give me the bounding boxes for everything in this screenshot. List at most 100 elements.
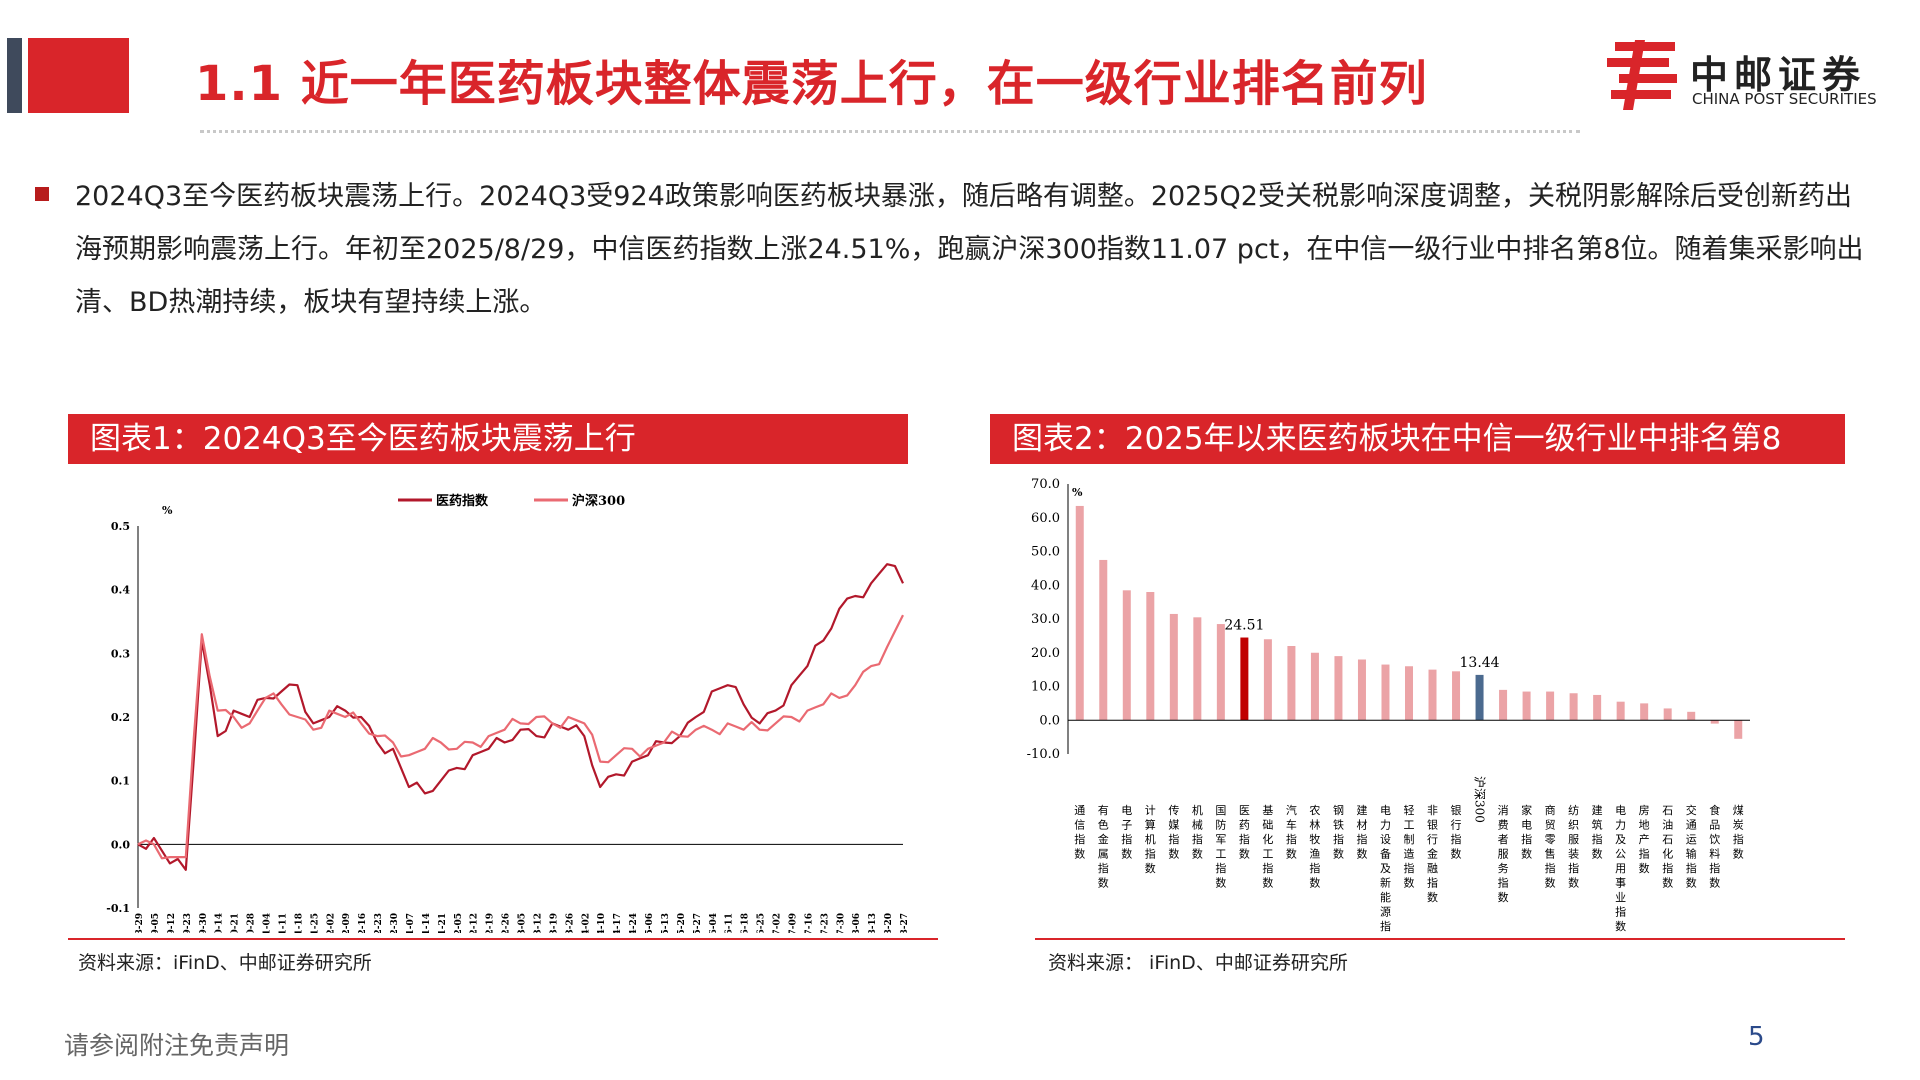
x-category-label: 银行指数 (1451, 803, 1462, 861)
y-tick-label: 50.0 (1031, 545, 1060, 560)
y-tick-label: 10.0 (1031, 680, 1060, 695)
x-category-label: 国防军工指数 (1215, 804, 1226, 890)
figure1-line-chart: 0.5 0.4 0.3 0.2 0.1 0.0 -0.1% 2024-08-29 2024-09… (106, 493, 910, 933)
y-axis-unit-label: % (1072, 486, 1083, 499)
y-tick-label: 0.0 (111, 838, 130, 851)
bar (1734, 720, 1743, 739)
x-tick-label: 2025-02-19 (486, 913, 496, 933)
x-tick-label: 2025-05-13 (661, 913, 671, 933)
series-line-hs300 (137, 614, 904, 860)
x-tick-label: 2025-07-23 (820, 913, 830, 933)
bar (1405, 666, 1413, 721)
x-tick-label: 2025-07-30 (836, 913, 846, 933)
bar (1263, 639, 1272, 721)
x-tick-label: 2024-12-23 (374, 913, 384, 933)
x-tick-label: 2024-11-18 (294, 913, 304, 933)
x-tick-label: 2025-04-24 (629, 913, 639, 933)
x-category-label: 食品饮料指数 (1709, 803, 1720, 890)
bar (1452, 671, 1461, 721)
x-tick-label: 2024-10-28 (247, 913, 257, 933)
x-tick-label: 2025-04-17 (613, 913, 623, 933)
x-tick-label: 2025-03-19 (549, 913, 559, 933)
x-tick-label: 2024-11-11 (278, 913, 288, 933)
x-category-label: 非银行金融指数 (1427, 804, 1438, 904)
x-category-label: 轻工制造指数 (1404, 803, 1415, 890)
x-category-label: 交通运输指数 (1686, 803, 1697, 890)
y-tick-label: 40.0 (1031, 578, 1060, 593)
title-divider (200, 130, 1580, 133)
figure1-source: 资料来源：iFinD、中邮证券研究所 (78, 952, 372, 974)
x-tick-label: 2025-07-16 (804, 913, 814, 933)
bar (1381, 664, 1390, 721)
title-accent-gray (7, 38, 22, 113)
y-tick-label: 0.1 (111, 775, 130, 788)
x-category-label: 纺织服装指数 (1568, 803, 1579, 890)
x-category-label: 电力设备及新能源指数 (1380, 804, 1391, 935)
bar (1240, 637, 1249, 721)
x-tick-label: 2025-04-02 (581, 913, 591, 933)
body-paragraph: 2024Q3至今医药板块震荡上行。2024Q3受924政策影响医药板块暴涨，随后… (75, 181, 1864, 318)
x-tick-label: 2025-06-04 (709, 913, 719, 933)
bar (1310, 652, 1319, 721)
bar (1099, 559, 1108, 721)
x-tick-label: 2024-08-29 (135, 913, 145, 933)
figure1-banner: 图表1：2024Q3至今医药板块震荡上行 (68, 414, 908, 464)
x-tick-label: 2024-09-30 (199, 913, 209, 933)
logo-text-english: CHINA POST SECURITIES (1692, 90, 1877, 108)
x-tick-label: 2024-10-14 (215, 913, 225, 933)
x-tick-label: 2025-01-21 (438, 913, 448, 933)
x-category-label: 计算机指数 (1145, 804, 1156, 875)
x-category-label: 沪深300 (1473, 776, 1487, 823)
y-tick-label: 0.0 (1039, 713, 1060, 728)
x-category-label: 煤炭指数 (1733, 804, 1744, 861)
figure1-source-rule (68, 938, 938, 940)
figure2-source-rule (1035, 938, 1845, 940)
bar (1640, 703, 1649, 721)
x-tick-label: 2024-12-30 (390, 913, 400, 933)
x-category-label: 房地产指数 (1639, 804, 1650, 875)
x-tick-label: 2025-07-02 (773, 913, 783, 933)
bar (1663, 708, 1672, 721)
bar (1357, 659, 1366, 721)
y-tick-label: 0.4 (111, 584, 130, 597)
bar (1428, 669, 1437, 721)
x-category-label: 建筑指数 (1592, 803, 1603, 861)
x-tick-label: 2025-01-07 (406, 913, 416, 933)
figure2-banner: 图表2：2025年以来医药板块在中信一级行业中排名第8 (990, 414, 1845, 464)
y-tick-label: 60.0 (1031, 511, 1060, 526)
y-tick-label: 0.2 (111, 711, 130, 724)
bar (1710, 720, 1719, 724)
y-tick-label: -0.1 (106, 902, 130, 915)
x-tick-label: 2025-02-12 (470, 913, 480, 933)
x-tick-label: 2025-06-11 (725, 913, 735, 933)
bar (1569, 693, 1578, 721)
x-tick-label: 2025-06-25 (757, 913, 767, 933)
legend-label: 沪深300 (572, 493, 625, 509)
y-tick-label: -10.0 (1027, 747, 1060, 762)
title-accent-red (28, 38, 129, 113)
x-category-label: 消费者服务指数 (1498, 803, 1509, 904)
x-tick-label: 2025-08-13 (868, 913, 878, 933)
x-category-label: 农林牧渔指数 (1309, 803, 1320, 890)
y-axis-unit-label: % (162, 504, 173, 517)
x-tick-label: 2024-10-21 (231, 913, 241, 933)
x-category-label: 传媒指数 (1168, 804, 1179, 861)
x-category-label: 基础化工指数 (1262, 804, 1273, 890)
x-category-label: 机械指数 (1192, 803, 1203, 861)
bar (1499, 689, 1508, 721)
x-tick-label: 2025-03-05 (518, 913, 528, 933)
x-tick-label: 2025-03-26 (565, 913, 575, 933)
bar (1216, 624, 1225, 721)
bar (1616, 701, 1625, 721)
bullet-square (35, 187, 49, 201)
data-label: 24.51 (1224, 618, 1264, 634)
x-tick-label: 2025-01-14 (422, 913, 432, 933)
y-tick-label: 30.0 (1031, 612, 1060, 627)
x-category-label: 家电指数 (1521, 803, 1532, 861)
x-tick-label: 2024-12-02 (326, 913, 336, 933)
x-tick-label: 2025-07-09 (788, 913, 798, 933)
disclaimer-text: 请参阅附注免责声明 (64, 1031, 290, 1060)
bar (1146, 592, 1155, 721)
y-tick-label: 20.0 (1031, 646, 1060, 661)
legend-label: 医药指数 (436, 493, 489, 509)
